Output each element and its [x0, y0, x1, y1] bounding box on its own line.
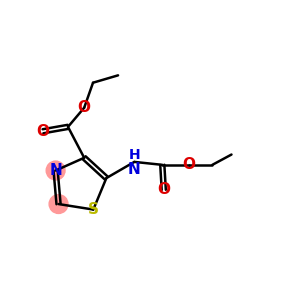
Text: O: O	[37, 124, 50, 139]
Text: N: N	[49, 163, 62, 178]
Text: N: N	[128, 162, 141, 177]
Text: S: S	[88, 202, 99, 217]
Text: O: O	[78, 100, 91, 115]
Text: O: O	[157, 182, 170, 197]
Circle shape	[49, 195, 68, 214]
Text: H: H	[128, 148, 140, 162]
Circle shape	[46, 161, 65, 180]
Text: O: O	[182, 157, 195, 172]
